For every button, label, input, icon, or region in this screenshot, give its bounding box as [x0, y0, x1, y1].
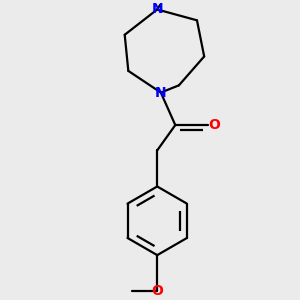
Text: O: O [151, 284, 163, 298]
Text: N: N [152, 2, 163, 16]
Text: O: O [208, 118, 220, 132]
Text: N: N [155, 85, 166, 100]
